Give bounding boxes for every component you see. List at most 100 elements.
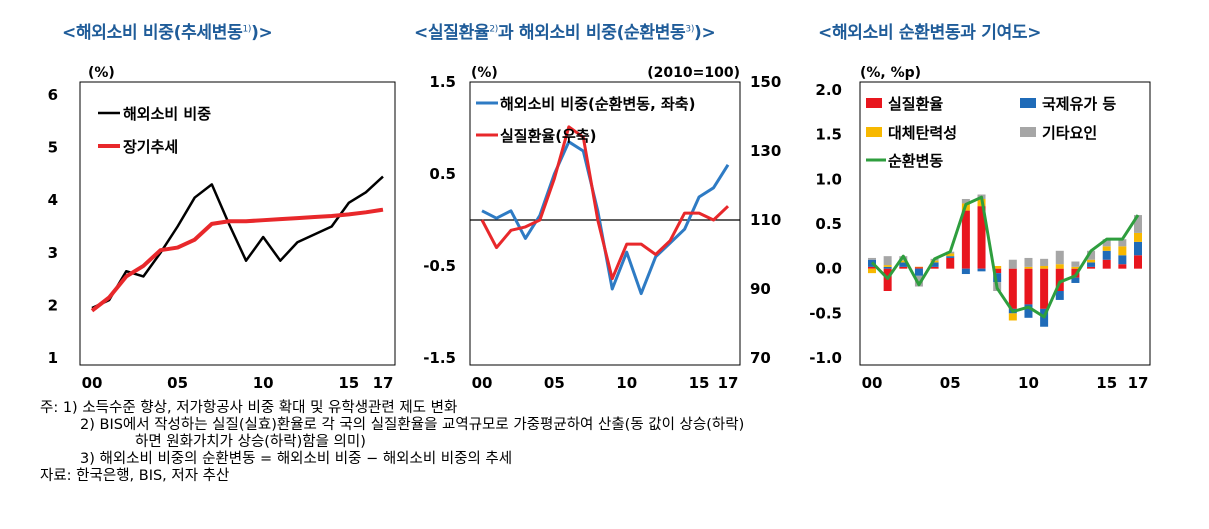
note-2-continued: 하면 원화가치가 상승(하락)함을 의미) (135, 434, 366, 450)
stacked-bar-segment (946, 257, 955, 269)
legend-label: 기타요인 (1042, 124, 1097, 142)
y-tick-label: 1.5 (815, 126, 842, 144)
y-unit-label-middle-left: (%) (471, 65, 498, 81)
stacked-bar-segment (1087, 266, 1096, 269)
stacked-bar-segment (993, 273, 1002, 283)
stacked-bar-segment (930, 262, 939, 267)
stacked-bar-segment (883, 265, 892, 267)
stacked-bar-segment (946, 253, 955, 257)
middle-chart-title: <실질환율2)과 해외소비 비중(순환변동3))> (414, 23, 716, 43)
y-tick-label: 1 (48, 349, 58, 367)
y-tick-label-left: 1.5 (429, 73, 456, 91)
legend-swatch (1020, 98, 1036, 108)
stacked-bar-segment (993, 265, 1002, 269)
x-tick-label: 17 (373, 374, 394, 392)
stacked-bar-segment (1024, 266, 1033, 269)
x-tick-label: 05 (940, 374, 961, 392)
legend-label: 국제유가 등 (1042, 95, 1116, 113)
y-tick-label: 0.0 (815, 260, 842, 278)
x-tick-label: 10 (1018, 374, 1039, 392)
stacked-bar-segment (946, 256, 955, 258)
y-tick-label-right: 90 (750, 280, 771, 298)
stacked-bar-segment (899, 262, 908, 267)
x-tick-label: 05 (167, 374, 188, 392)
stacked-bar-segment (1102, 246, 1111, 251)
x-tick-label: 17 (718, 374, 739, 392)
stacked-bar-segment (1087, 250, 1096, 260)
stacked-bar-segment (1134, 232, 1142, 242)
note-1: 주: 1) 소득수준 향상, 저가항공사 비중 확대 및 유학생관련 제도 변화 (40, 400, 458, 416)
stacked-bar-segment (1071, 277, 1080, 283)
stacked-bar-segment (1055, 250, 1064, 265)
y-tick-label: 2.0 (815, 81, 842, 99)
series-line-cyclical-total (870, 195, 1140, 319)
y-tick-label-left: -0.5 (423, 257, 456, 275)
series-line-cyclical (481, 140, 730, 296)
right-chart-title: <해외소비 순환변동과 기여도> (818, 23, 1042, 43)
stacked-bar-segment (1040, 268, 1049, 309)
stacked-bar-segment (1071, 266, 1080, 269)
y-tick-label: 5 (48, 139, 58, 157)
stacked-bar-segment (1118, 264, 1127, 269)
legend-label: 해외소비 비중(순환변동, 좌축) (500, 95, 695, 113)
x-tick-label: 00 (472, 374, 493, 392)
stacked-bar-segment (961, 210, 970, 269)
stacked-bar-segment (1087, 262, 1096, 267)
stacked-bar-segment (883, 256, 892, 266)
stacked-bar-segment (1024, 304, 1033, 318)
left-chart-title: <해외소비 비중(추세변동1))> (62, 23, 273, 43)
y-tick-label: -1.0 (809, 349, 842, 367)
stacked-bar-segment (977, 206, 986, 269)
stacked-bar-segment (1102, 239, 1111, 247)
y-tick-label-right: 110 (750, 211, 781, 229)
stacked-bar-segment (899, 260, 908, 263)
y-tick-label: 3 (48, 244, 58, 262)
stacked-bar-segment (899, 266, 908, 269)
stacked-bar-segment (1024, 268, 1033, 305)
x-tick-label: 17 (1128, 374, 1149, 392)
stacked-bar-segment (1087, 259, 1096, 263)
y-tick-label-right: 150 (750, 73, 781, 91)
stacked-bar-segment (1008, 268, 1017, 309)
legend-label: 실질환율 (888, 95, 943, 113)
y-tick-label: 4 (48, 191, 58, 209)
stacked-bar-segment (1118, 246, 1127, 256)
stacked-bar-segment (993, 268, 1002, 274)
legend-swatch (1020, 127, 1036, 137)
stacked-bar-segment (1134, 215, 1142, 233)
stacked-bar-segment (1102, 259, 1111, 269)
note-2: 2) BIS에서 작성하는 실질(실효)환율로 각 국의 실질환율을 교역규모로… (80, 417, 745, 433)
y-unit-label-right: (%, %p) (860, 65, 921, 81)
x-tick-label: 10 (616, 374, 637, 392)
x-tick-label: 15 (1096, 374, 1117, 392)
stacked-bar-segment (1118, 255, 1127, 265)
y-tick-label-left: 0.5 (429, 165, 456, 183)
y-tick-label: 6 (48, 86, 58, 104)
stacked-bar-segment (930, 266, 939, 269)
source-note: 자료: 한국은행, BIS, 저자 추산 (40, 468, 230, 484)
stacked-bar-segment (1024, 257, 1033, 267)
stacked-bar-segment (868, 257, 876, 260)
legend-label: 장기추세 (123, 138, 178, 156)
x-tick-label: 10 (253, 374, 274, 392)
x-tick-label: 15 (689, 374, 710, 392)
stacked-bar-segment (1055, 268, 1064, 291)
stacked-bar-segment (1071, 261, 1080, 267)
stacked-bar-segment (1055, 291, 1064, 300)
y-unit-label-left: (%) (88, 65, 115, 81)
stacked-bar-segment (1055, 264, 1064, 269)
legend-swatch (866, 127, 882, 137)
stacked-bar-segment (1102, 250, 1111, 260)
stacked-bar-segment (1134, 241, 1142, 256)
legend-label: 해외소비 비중 (123, 105, 211, 123)
stacked-bar-segment (883, 266, 892, 269)
y-tick-label-right: 70 (750, 349, 771, 367)
stacked-bar-segment (914, 268, 923, 276)
x-tick-label: 00 (82, 374, 103, 392)
legend-label: 대체탄력성 (888, 124, 957, 142)
plot-frame-left (79, 81, 396, 366)
stacked-bar-segment (914, 266, 923, 269)
stacked-bar-segment (1118, 239, 1127, 247)
y-tick-label: 1.0 (815, 170, 842, 188)
